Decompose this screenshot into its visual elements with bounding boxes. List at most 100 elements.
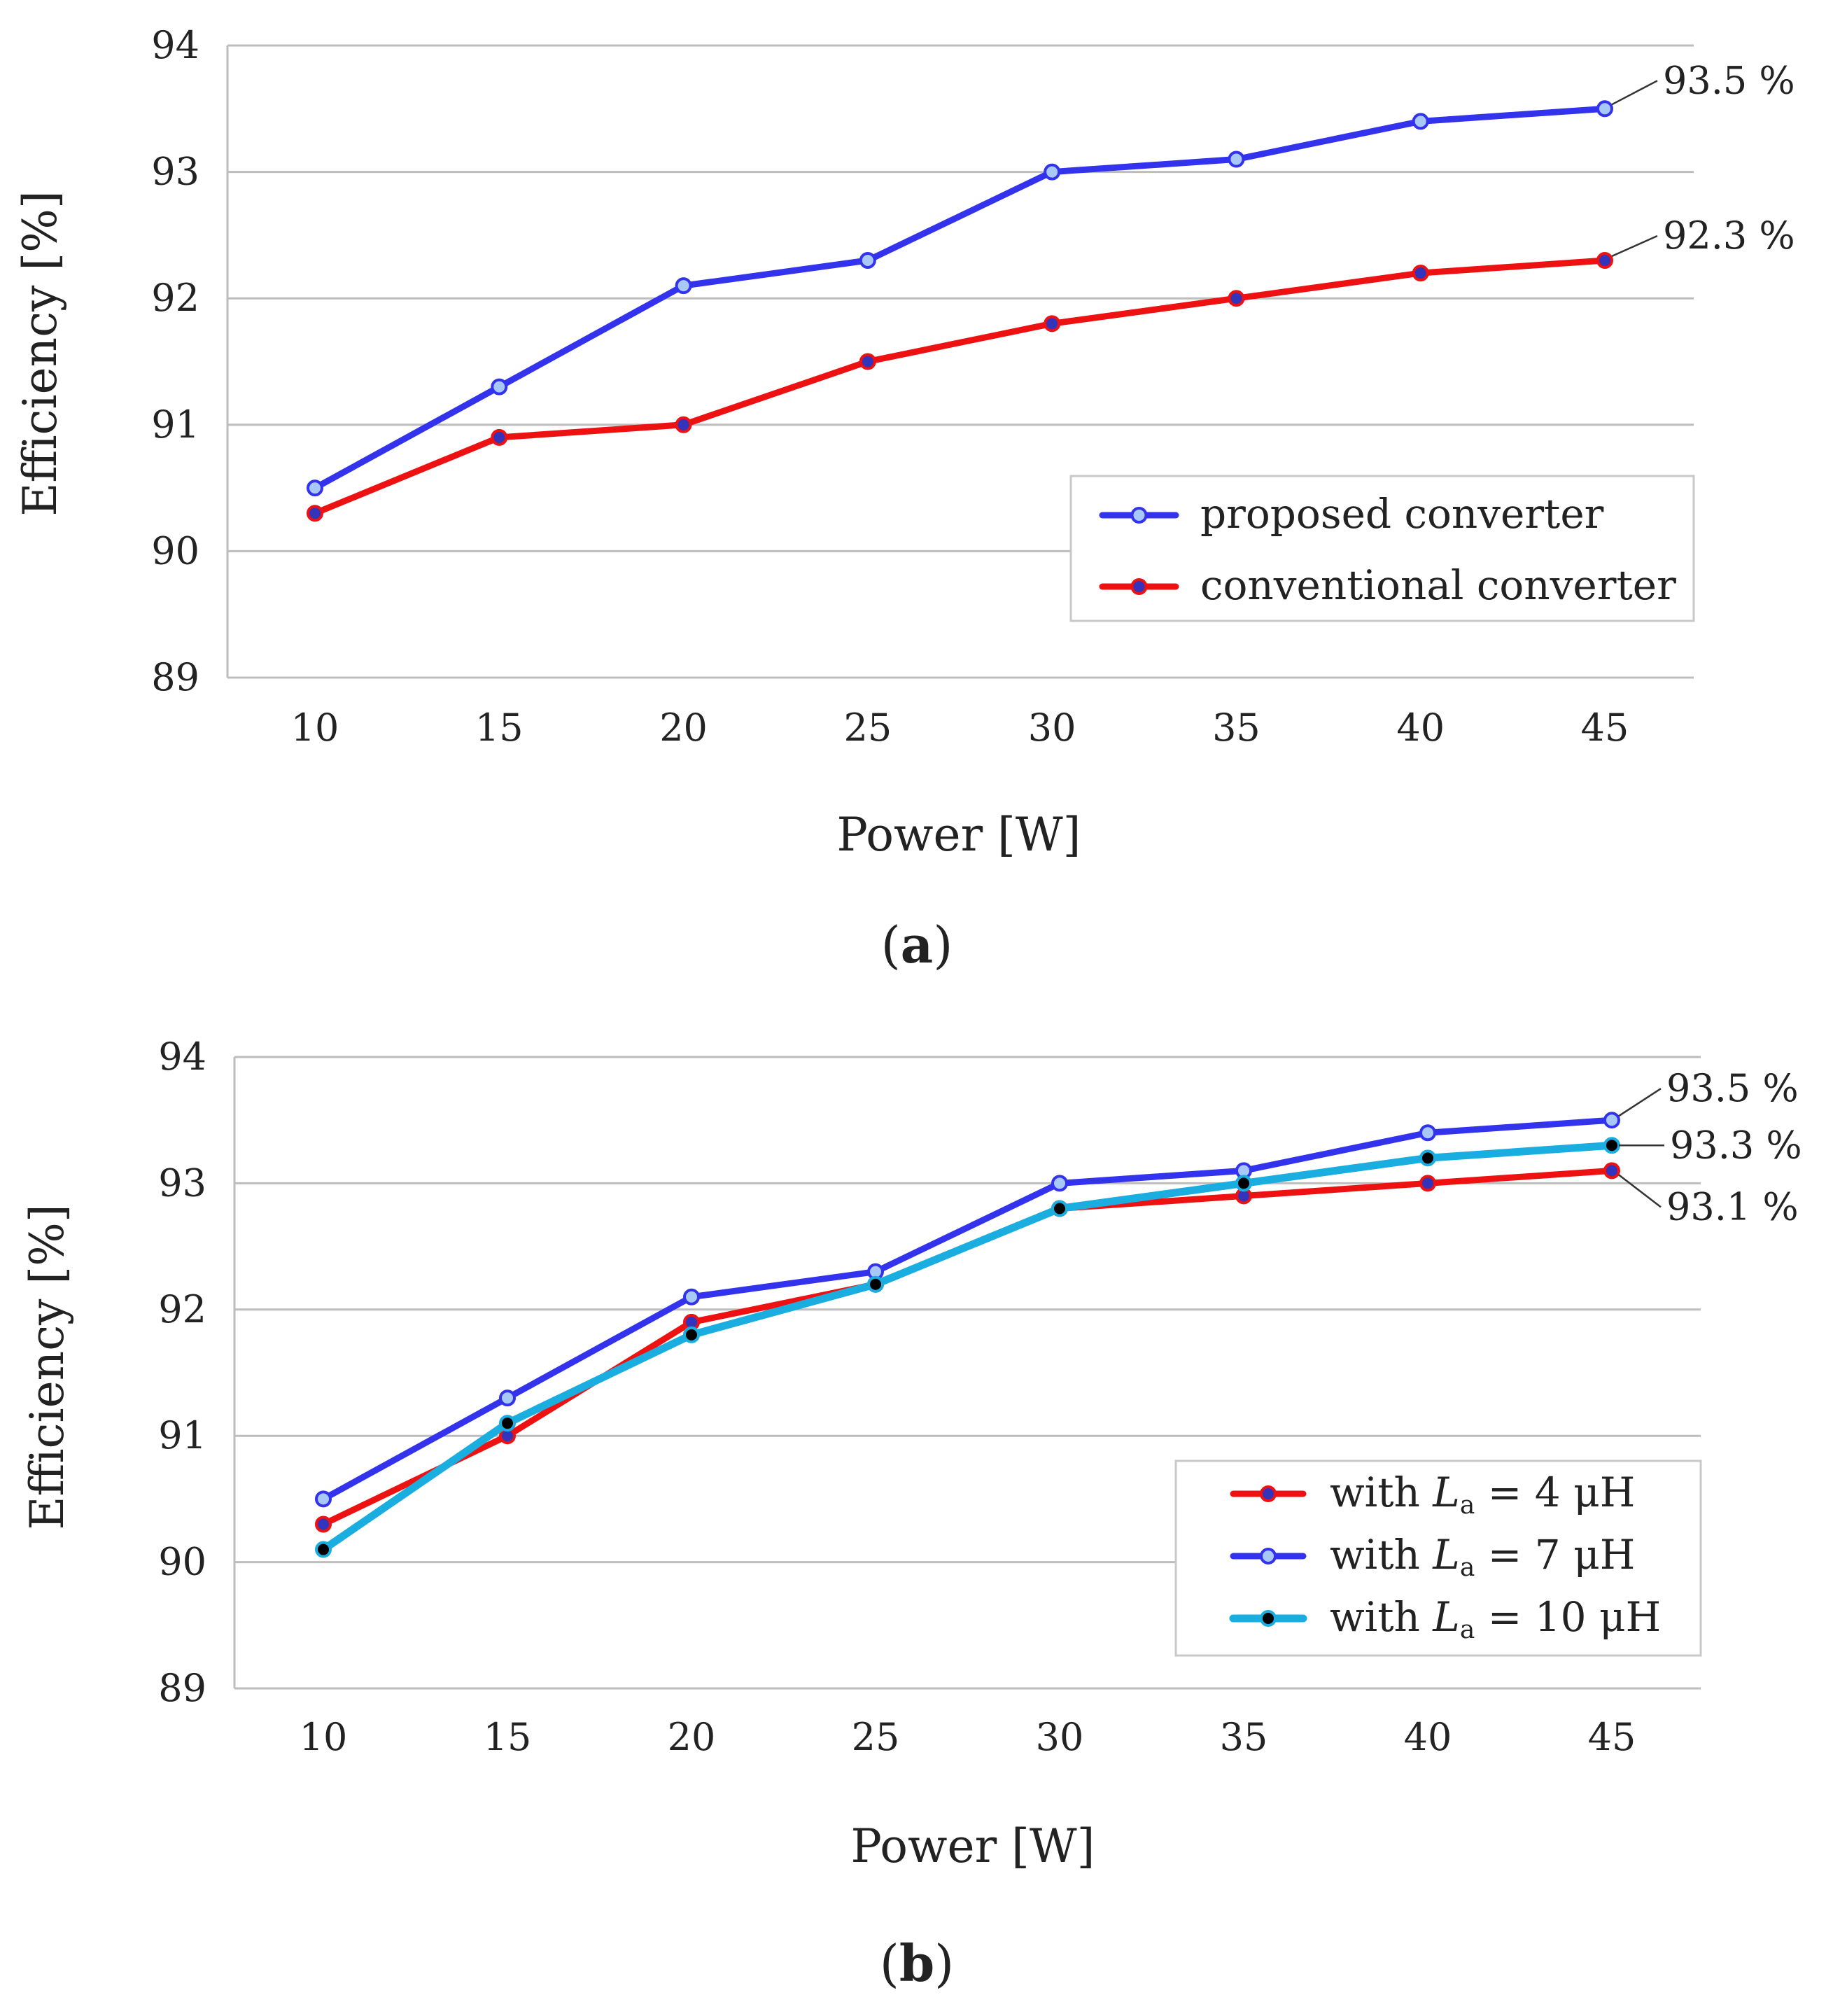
data-point: [499, 1415, 516, 1432]
annotation-label: 93.3 %: [1670, 1123, 1802, 1167]
data-point: [683, 1326, 700, 1343]
annotation-leader: [1618, 1088, 1662, 1117]
data-point: [859, 353, 876, 370]
series-line-1: [320, 1116, 1615, 1502]
y-tick-label: 90: [158, 1540, 206, 1584]
data-point: [1603, 1162, 1620, 1180]
x-tick-label: 35: [1212, 706, 1260, 750]
legend-label: with La = 7 μH: [1330, 1531, 1635, 1582]
data-point: [491, 428, 508, 446]
legend-label: with La = 10 μH: [1330, 1593, 1661, 1644]
data-point: [1603, 1137, 1620, 1154]
data-point: [1228, 150, 1245, 168]
caption-paren: ): [933, 916, 953, 974]
data-point: [1412, 265, 1429, 282]
x-tick-label: 15: [484, 1715, 532, 1759]
data-point: [1051, 1200, 1068, 1217]
data-point: [315, 1490, 332, 1508]
x-tick-label: 30: [1028, 706, 1076, 750]
y-tick-label: 89: [151, 655, 199, 699]
legend-label-part: = 4 μH: [1475, 1469, 1635, 1516]
chart-panel-a: 89 90 91 92 93 94 10 15 20 25 30 35 40 45 Power [W] Eff…: [13, 23, 1795, 974]
data-point: [1235, 1175, 1252, 1192]
caption-paren: (: [880, 1934, 899, 1993]
annotation-label: 93.5 %: [1663, 58, 1795, 102]
x-tick-label: 20: [668, 1715, 716, 1759]
series-line-2: [319, 1141, 1616, 1554]
y-tick-label: 94: [151, 23, 199, 67]
data-point: [1419, 1149, 1436, 1167]
caption-letter: a: [901, 915, 934, 974]
legend-swatch-marker: [1130, 578, 1148, 595]
x-tick-label: 10: [300, 1715, 348, 1759]
chart-panel-b: 89 90 91 92 93 94 10 15 20 25 30 35 40 45 Power [W] Eff…: [20, 1035, 1802, 1993]
data-point: [683, 1288, 700, 1306]
annotation-label: 93.5 %: [1666, 1066, 1799, 1110]
y-axis-title: Efficiency [%]: [20, 1204, 74, 1530]
annotation-label: 92.3 %: [1663, 214, 1795, 258]
legend-label-part: = 10 μH: [1475, 1593, 1661, 1641]
data-point: [1419, 1175, 1436, 1192]
data-point: [315, 1541, 332, 1558]
legend-swatch-marker: [1260, 1548, 1277, 1564]
x-tick-label: 40: [1396, 706, 1445, 750]
legend-label: with La = 4 μH: [1330, 1469, 1635, 1520]
data-point: [1596, 252, 1613, 270]
y-axis-title: Efficiency [%]: [13, 190, 67, 516]
legend-label-symbol: L: [1432, 1531, 1460, 1578]
legend-swatch-marker: [1260, 1610, 1277, 1627]
legend-label-symbol: L: [1432, 1469, 1460, 1516]
y-tick-label: 92: [151, 276, 199, 320]
x-axis-title: Power [W]: [837, 808, 1081, 862]
y-tick-label: 93: [151, 150, 199, 194]
data-point: [675, 416, 692, 433]
annotation-label: 93.1 %: [1666, 1184, 1799, 1228]
data-point: [859, 252, 876, 270]
data-point: [307, 479, 323, 497]
series-line-0: [311, 105, 1608, 491]
data-point: [307, 505, 323, 522]
data-point: [315, 1516, 332, 1533]
x-tick-label: 30: [1036, 1715, 1084, 1759]
legend-label-part: = 7 μH: [1475, 1531, 1635, 1578]
y-tick-label: 94: [158, 1035, 206, 1079]
legend-label: proposed converter: [1200, 490, 1604, 538]
data-point: [1044, 315, 1061, 332]
y-tick-label: 91: [151, 402, 199, 447]
x-tick-label: 20: [659, 706, 708, 750]
x-tick-label: 40: [1404, 1715, 1452, 1759]
panel-caption: (a): [881, 915, 953, 974]
annotation-leader: [1618, 1174, 1662, 1208]
legend-box: [1069, 475, 1695, 622]
annotation-leader: [1611, 80, 1658, 106]
legend-swatch-marker: [1130, 507, 1148, 524]
annotation-leader: [1611, 234, 1658, 258]
x-axis-title: Power [W]: [851, 1819, 1095, 1873]
caption-letter: b: [899, 1933, 934, 1993]
data-point: [675, 277, 692, 295]
data-point: [1603, 1112, 1620, 1129]
x-tick-label: 45: [1588, 1715, 1636, 1759]
legend-label-part: with: [1330, 1531, 1433, 1578]
series-line-1: [311, 257, 1608, 517]
legend-label-subscript: a: [1460, 1616, 1475, 1644]
y-tick-label: 89: [158, 1666, 206, 1710]
y-tick-label: 91: [158, 1413, 206, 1457]
data-point: [491, 378, 508, 396]
panel-caption: (b): [880, 1933, 955, 1993]
data-point: [1412, 113, 1429, 130]
x-tick-label: 25: [843, 706, 892, 750]
data-point: [1419, 1124, 1436, 1142]
caption-paren: (: [881, 916, 901, 974]
x-tick-label: 35: [1220, 1715, 1268, 1759]
legend-swatch-marker: [1260, 1485, 1277, 1502]
legend-label-symbol: L: [1432, 1593, 1460, 1641]
data-point: [1051, 1175, 1068, 1192]
y-tick-label: 92: [158, 1287, 206, 1331]
legend-label: conventional converter: [1200, 561, 1676, 609]
y-tick-label: 90: [151, 528, 199, 573]
legend-label-subscript: a: [1460, 1491, 1475, 1520]
x-tick-label: 45: [1581, 706, 1629, 750]
